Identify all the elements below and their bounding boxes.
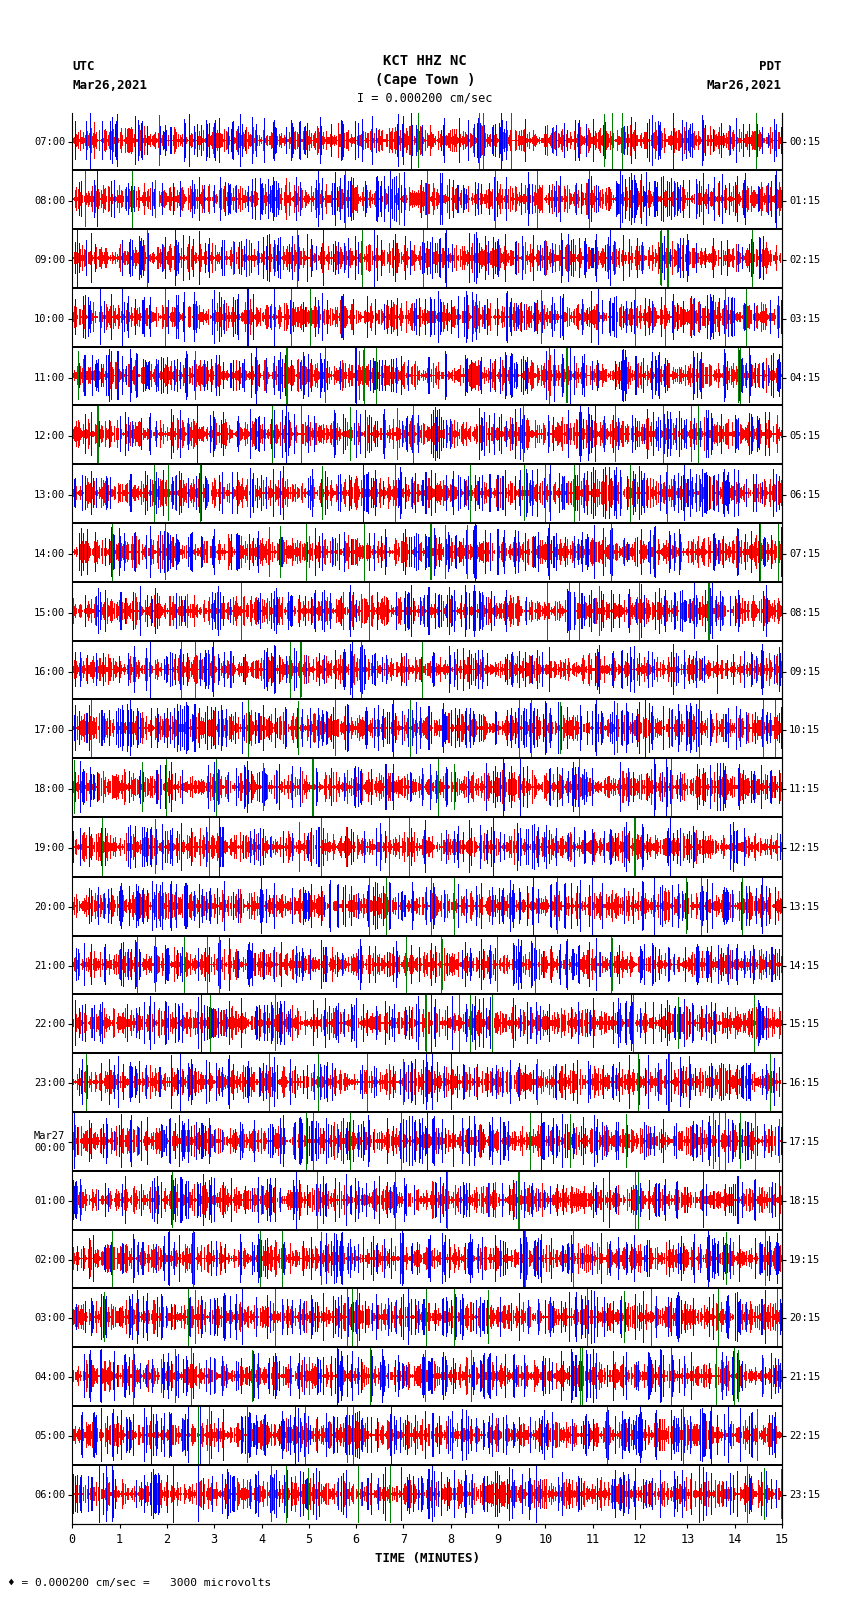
Text: Mar26,2021: Mar26,2021	[707, 79, 782, 92]
Text: PDT: PDT	[760, 60, 782, 73]
Text: Mar26,2021: Mar26,2021	[72, 79, 147, 92]
Text: KCT HHZ NC: KCT HHZ NC	[383, 53, 467, 68]
Text: UTC: UTC	[72, 60, 94, 73]
Text: ♦ = 0.000200 cm/sec =   3000 microvolts: ♦ = 0.000200 cm/sec = 3000 microvolts	[8, 1578, 272, 1587]
Text: I = 0.000200 cm/sec: I = 0.000200 cm/sec	[357, 92, 493, 105]
Text: (Cape Town ): (Cape Town )	[375, 73, 475, 87]
X-axis label: TIME (MINUTES): TIME (MINUTES)	[375, 1552, 479, 1565]
